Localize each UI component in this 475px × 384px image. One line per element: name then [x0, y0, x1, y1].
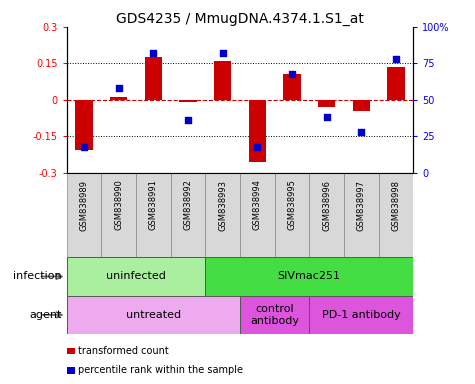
Text: uninfected: uninfected — [106, 271, 166, 281]
Text: PD-1 antibody: PD-1 antibody — [322, 310, 400, 320]
Point — [149, 50, 157, 56]
Point — [254, 144, 261, 150]
Point — [218, 50, 227, 56]
Bar — [283, 74, 301, 100]
Point — [323, 114, 331, 121]
Point — [80, 144, 88, 150]
Text: GSM838993: GSM838993 — [218, 180, 227, 230]
Text: agent: agent — [29, 310, 62, 320]
Text: transformed count: transformed count — [78, 346, 169, 356]
Text: SIVmac251: SIVmac251 — [278, 271, 341, 281]
Bar — [110, 98, 127, 100]
Text: GSM838998: GSM838998 — [391, 180, 400, 230]
Point — [358, 129, 365, 135]
Point — [184, 117, 192, 123]
Point — [115, 85, 123, 91]
Bar — [318, 100, 335, 107]
Bar — [214, 61, 231, 100]
Bar — [352, 100, 370, 111]
Bar — [205, 257, 413, 296]
Bar — [240, 296, 309, 334]
Title: GDS4235 / MmugDNA.4374.1.S1_at: GDS4235 / MmugDNA.4374.1.S1_at — [116, 12, 364, 26]
Text: untreated: untreated — [125, 310, 181, 320]
Point — [392, 56, 400, 62]
Bar — [101, 173, 136, 257]
Bar — [75, 100, 93, 150]
Text: percentile rank within the sample: percentile rank within the sample — [78, 365, 243, 375]
Text: GSM838992: GSM838992 — [183, 180, 192, 230]
Bar — [66, 257, 205, 296]
Bar — [179, 100, 197, 102]
Bar — [136, 173, 171, 257]
Bar — [205, 173, 240, 257]
Bar — [344, 173, 379, 257]
Bar — [66, 173, 101, 257]
Text: GSM838989: GSM838989 — [79, 180, 88, 230]
Bar — [387, 67, 405, 100]
Text: infection: infection — [13, 271, 62, 281]
Text: GSM838990: GSM838990 — [114, 180, 123, 230]
Bar — [66, 296, 240, 334]
Text: GSM838991: GSM838991 — [149, 180, 158, 230]
Text: GSM838996: GSM838996 — [322, 180, 331, 230]
Bar — [379, 173, 413, 257]
Bar — [309, 173, 344, 257]
Bar — [240, 173, 275, 257]
Point — [288, 71, 295, 77]
Bar — [248, 100, 266, 162]
Text: control
antibody: control antibody — [250, 304, 299, 326]
Bar — [144, 57, 162, 100]
Bar — [171, 173, 205, 257]
Bar — [275, 173, 309, 257]
Text: GSM838994: GSM838994 — [253, 180, 262, 230]
Text: GSM838995: GSM838995 — [287, 180, 296, 230]
Bar — [309, 296, 413, 334]
Text: GSM838997: GSM838997 — [357, 180, 366, 230]
